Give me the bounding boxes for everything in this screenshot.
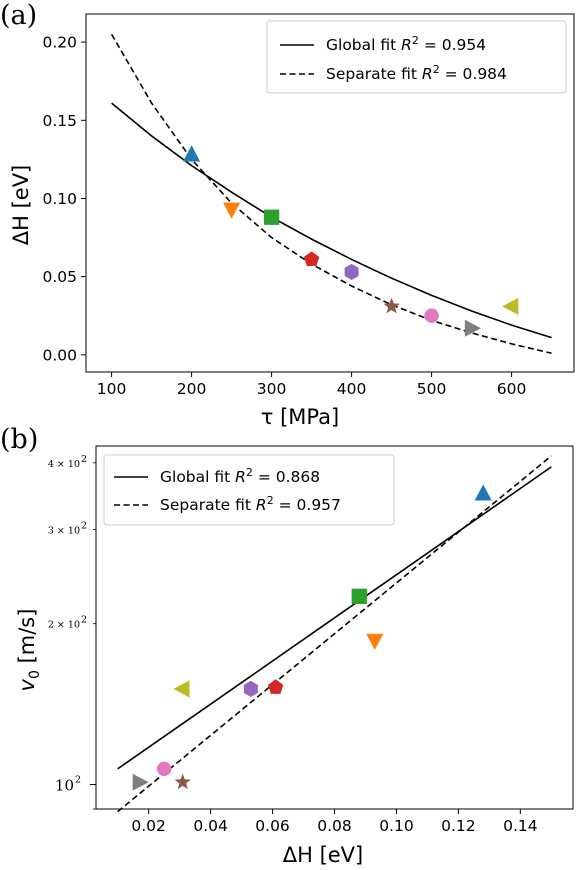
panel-b-y-major-tick-exp: 2 [75, 775, 81, 786]
panel-a-point-pentagon [303, 251, 320, 266]
panel-b-x-axis-label: ΔH [eV] [283, 843, 364, 867]
panel-b-letter: (b) [0, 424, 38, 455]
panel-b-x-tick-label: 0.14 [503, 817, 538, 835]
panel-b-fit-line-separate [117, 455, 552, 813]
panel-b-point-star [174, 773, 191, 790]
panel-a-legend: Global fit R2 = 0.954 Separate fit R2 = 0… [266, 20, 567, 94]
panel-a-point-circle [424, 308, 439, 323]
panel-a-legend-label-1: Separate fit R2 = 0.984 [326, 63, 507, 83]
panel-a-point-hexagon [344, 263, 359, 281]
panel-b-point-triangle-up [474, 484, 492, 501]
panel-b-x-tick-label: 0.10 [379, 817, 414, 835]
panel-b-point-triangle-right [132, 773, 149, 791]
panel-a-legend-box [266, 20, 567, 94]
panel-a-letter: (a) [0, 0, 37, 31]
panel-b-x-tick-label: 0.04 [193, 817, 228, 835]
panel-b-y-minor-tick-exp: 2 [81, 615, 87, 626]
panel-a-point-square [263, 209, 280, 225]
panel-b-point-circle [156, 761, 172, 777]
panel-a-x-tick-label: 400 [337, 380, 367, 398]
panel-a-y-tick-label: 0.20 [42, 34, 77, 52]
panel-a-point-star [383, 297, 400, 314]
panel-b-y-major-tick-label: 10 [55, 777, 74, 795]
panel-a-x-tick-label: 600 [497, 380, 527, 398]
panel-b-legend-box [103, 454, 395, 526]
panel-b-point-square [351, 588, 367, 604]
panel-b-y-minor-tick-exp: 2 [81, 521, 87, 532]
panel-a-point-triangle-left [502, 297, 519, 315]
panel-a-y-axis-label: ΔH [eV] [9, 165, 33, 246]
panel-b-point-triangle-left [173, 680, 190, 698]
panel-a-point-triangle-right [464, 319, 482, 337]
panel-a-x-tick-label: 500 [417, 380, 447, 398]
panel-b-x-tick-label: 0.08 [317, 817, 352, 835]
panel-a-y-tick-label: 0.15 [42, 112, 77, 130]
panel-b-x-tick-label: 0.02 [131, 817, 166, 835]
panel-a-y-tick-label: 0.00 [42, 346, 77, 364]
panel-a-y-tick-label: 0.10 [42, 190, 77, 208]
panel-b-legend: Global fit R2 = 0.868 Separate fit R2 = 0… [103, 454, 395, 526]
panel-a-x-axis-label: τ [MPa] [261, 405, 339, 429]
panel-a-point-triangle-down [223, 202, 241, 219]
panel-b-legend-label-1: Separate fit R2 = 0.957 [160, 494, 341, 514]
panel-b-x-tick-label: 0.06 [255, 817, 290, 835]
panel-a-fit-line-global [111, 102, 552, 339]
panel-b-y-minor-tick-label: 3 × 10 [48, 526, 80, 537]
panel-a-point-triangle-up [183, 145, 201, 162]
panel-b-point-hexagon [243, 680, 258, 697]
panel-a-plot-frame [85, 13, 575, 373]
panel-b: (b) v0 [m/s] ΔH [eV] 0.02 0.04 0.06 0.08 0.1… [0, 424, 574, 867]
panel-a: (a) ΔH [eV] τ [MPa] 100 200 300 400 500 600 0.… [0, 0, 575, 429]
panel-b-x-tick-label: 0.12 [441, 817, 476, 835]
panel-a-x-tick-label: 100 [97, 380, 127, 398]
panel-b-fit-line-global [117, 466, 552, 770]
panel-b-y-minor-tick-label: 4 × 10 [48, 459, 80, 470]
panel-a-x-tick-label: 300 [257, 380, 287, 398]
panel-b-point-pentagon [267, 679, 284, 694]
panel-b-y-minor-tick-exp: 2 [81, 454, 87, 465]
panel-b-point-triangle-down [366, 633, 384, 650]
panel-a-y-tick-label: 0.05 [42, 268, 77, 286]
panel-b-y-minor-tick-label: 2 × 10 [48, 620, 80, 631]
panel-a-fit-line-separate [110, 33, 552, 355]
panel-a-legend-label-0: Global fit R2 = 0.954 [326, 34, 486, 54]
panel-b-plot-frame [95, 445, 574, 810]
panel-a-x-tick-label: 200 [177, 380, 207, 398]
panel-b-y-axis-label: v0 [m/s] [15, 609, 43, 692]
panel-b-legend-label-0: Global fit R2 = 0.868 [160, 466, 320, 486]
